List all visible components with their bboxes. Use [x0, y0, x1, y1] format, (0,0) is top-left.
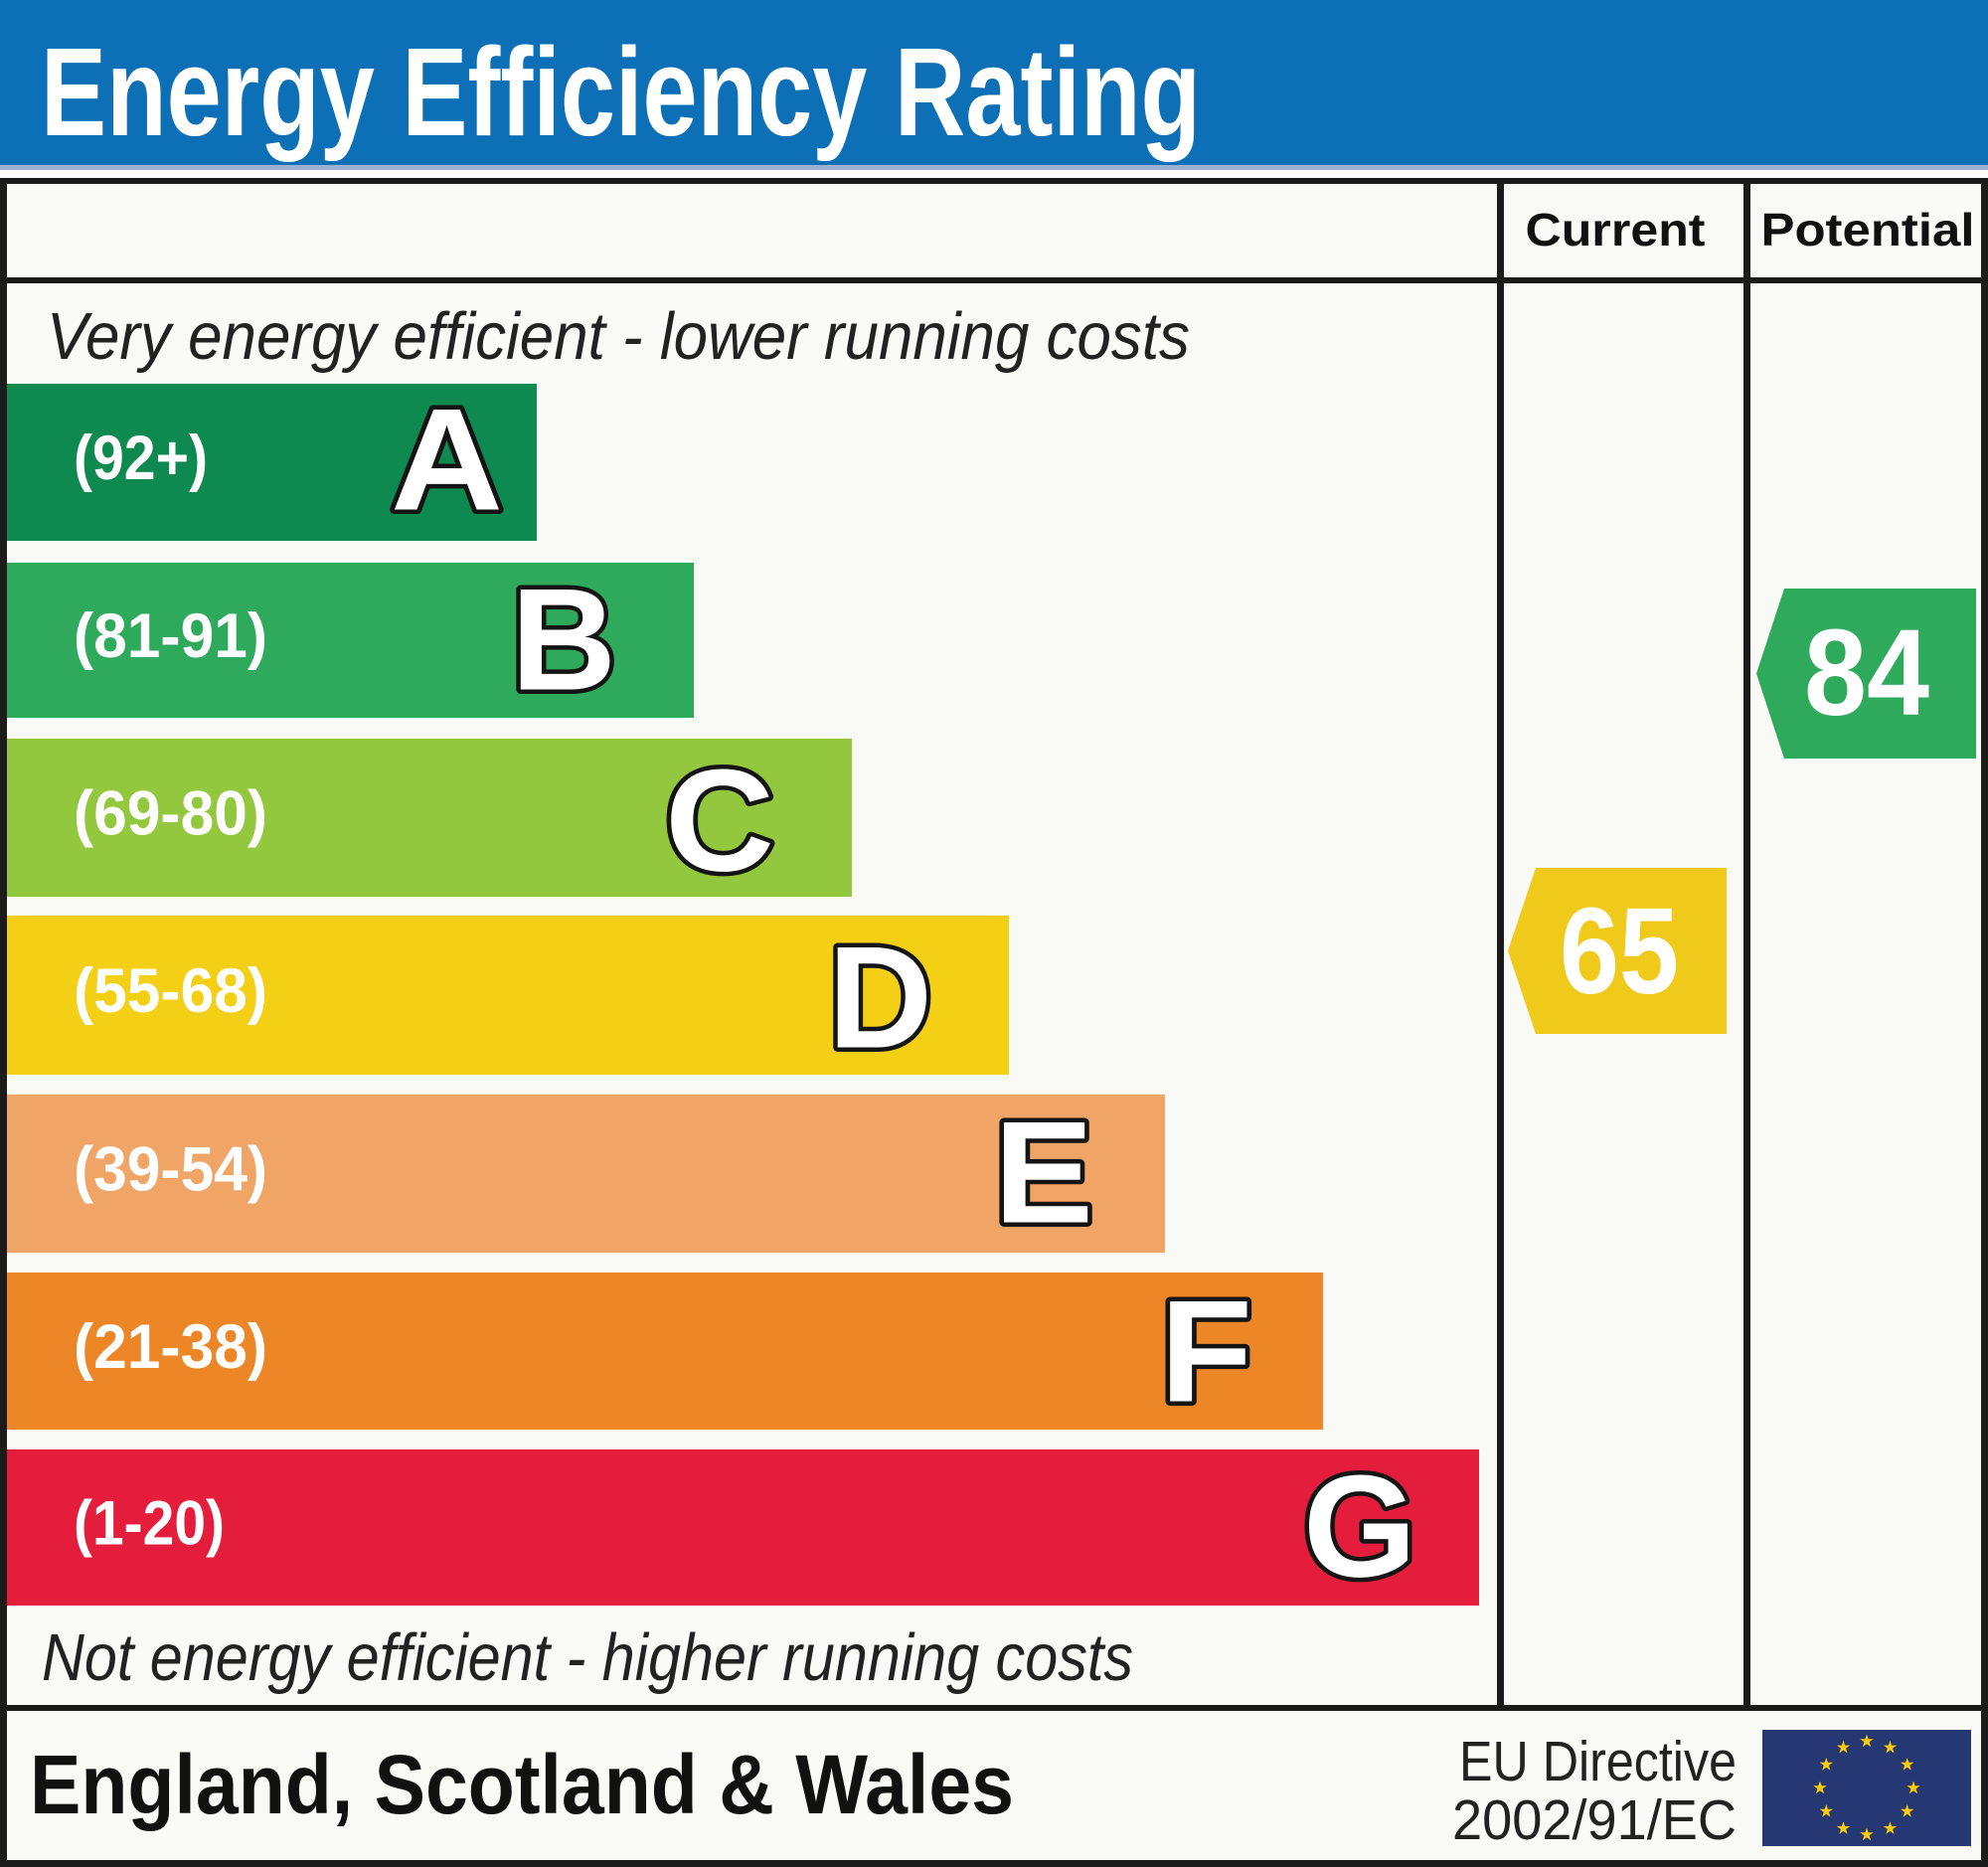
svg-text:EU Directive: EU Directive: [1459, 1730, 1737, 1793]
svg-text:Not energy efficient - higher: Not energy efficient - higher running co…: [42, 1620, 1133, 1695]
svg-text:Energy Efficiency Rating: Energy Efficiency Rating: [41, 22, 1201, 162]
svg-text:2002/91/EC: 2002/91/EC: [1452, 1788, 1737, 1852]
svg-text:G: G: [1303, 1445, 1416, 1608]
svg-text:(69-80): (69-80): [74, 779, 267, 849]
svg-text:Potential: Potential: [1761, 204, 1975, 255]
svg-text:B: B: [511, 559, 616, 721]
svg-text:F: F: [1160, 1271, 1252, 1433]
svg-text:(55-68): (55-68): [74, 956, 267, 1026]
svg-text:(1-20): (1-20): [74, 1489, 225, 1559]
svg-text:Very energy efficient - lower: Very energy efficient - lower running co…: [47, 299, 1190, 374]
svg-text:E: E: [994, 1092, 1093, 1254]
svg-text:D: D: [828, 917, 932, 1079]
svg-text:England, Scotland & Wales: England, Scotland & Wales: [30, 1738, 1014, 1831]
svg-text:Current: Current: [1526, 204, 1706, 255]
svg-text:A: A: [391, 379, 503, 541]
svg-text:(92+): (92+): [74, 424, 208, 493]
svg-text:(39-54): (39-54): [74, 1135, 267, 1205]
svg-text:65: 65: [1560, 884, 1679, 1020]
svg-text:(21-38): (21-38): [74, 1312, 267, 1382]
svg-text:C: C: [665, 740, 774, 902]
svg-text:84: 84: [1804, 605, 1929, 742]
svg-text:(81-91): (81-91): [74, 601, 267, 671]
